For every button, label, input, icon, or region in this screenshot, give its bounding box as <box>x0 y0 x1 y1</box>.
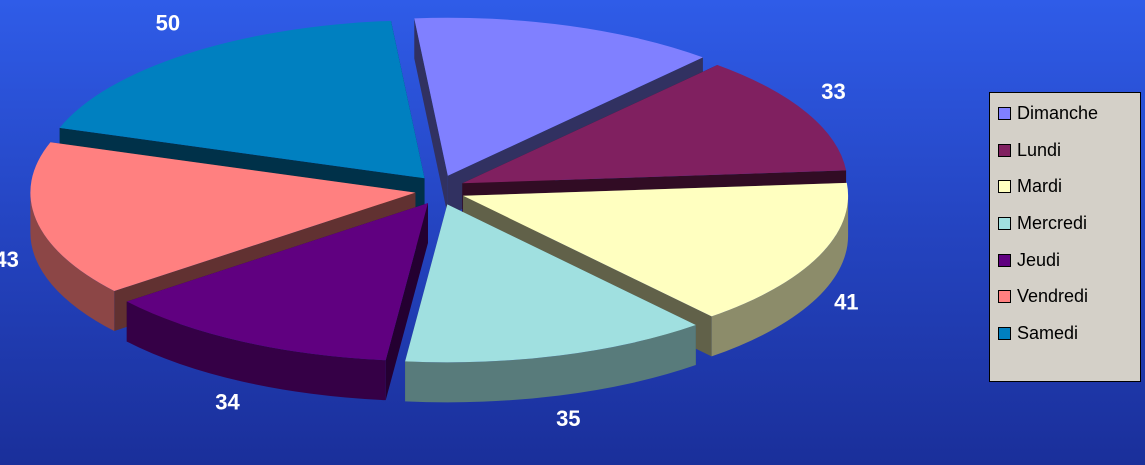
data-label: 43 <box>0 247 19 272</box>
slice-side <box>385 203 428 401</box>
data-labels: 35 33 41 35 34 43 50 <box>0 0 859 431</box>
legend-swatch <box>998 253 1011 267</box>
slice-mercredi <box>405 204 696 363</box>
legend-swatch <box>998 216 1011 230</box>
legend-swatch <box>998 180 1011 194</box>
data-label: 50 <box>156 10 180 35</box>
slice-side <box>126 301 386 401</box>
legend-label: Jeudi <box>1017 249 1061 270</box>
slice-side <box>414 18 448 216</box>
slice-sides-front <box>30 192 849 403</box>
legend-label: Lundi <box>1017 139 1062 160</box>
slice-side <box>711 195 849 357</box>
legend-label: Dimanche <box>1017 102 1099 123</box>
slice-side <box>30 192 115 332</box>
legend-swatch <box>998 326 1011 340</box>
data-label: 34 <box>215 390 240 415</box>
data-label: 35 <box>556 406 580 431</box>
data-label: 41 <box>834 290 858 315</box>
legend-item: Vendredi <box>990 278 1140 315</box>
legend-swatch <box>998 106 1011 120</box>
slice-jeudi <box>126 203 428 361</box>
legend-item: Mercredi <box>990 205 1140 242</box>
slice-lundi <box>462 64 847 184</box>
data-label: 33 <box>821 79 845 104</box>
data-label: 35 <box>566 0 590 2</box>
legend-swatch <box>998 290 1011 304</box>
legend-label: Mercredi <box>1017 212 1088 233</box>
slice-mardi <box>463 182 849 317</box>
slice-tops <box>30 17 849 363</box>
slice-side <box>405 325 696 403</box>
legend-item: Dimanche <box>990 95 1140 132</box>
legend-label: Vendredi <box>1017 286 1089 307</box>
slice-dimanche <box>414 17 703 176</box>
legend-item: Samedi <box>990 315 1140 352</box>
legend: Dimanche Lundi Mardi Mercredi Jeudi Vend… <box>989 92 1141 382</box>
legend-item: Mardi <box>990 168 1140 205</box>
slice-samedi <box>59 20 425 179</box>
legend-label: Mardi <box>1017 176 1063 197</box>
legend-item: Lundi <box>990 132 1140 169</box>
slice-vendredi <box>30 142 416 292</box>
legend-swatch <box>998 143 1011 157</box>
legend-item: Jeudi <box>990 242 1140 279</box>
legend-label: Samedi <box>1017 322 1079 343</box>
